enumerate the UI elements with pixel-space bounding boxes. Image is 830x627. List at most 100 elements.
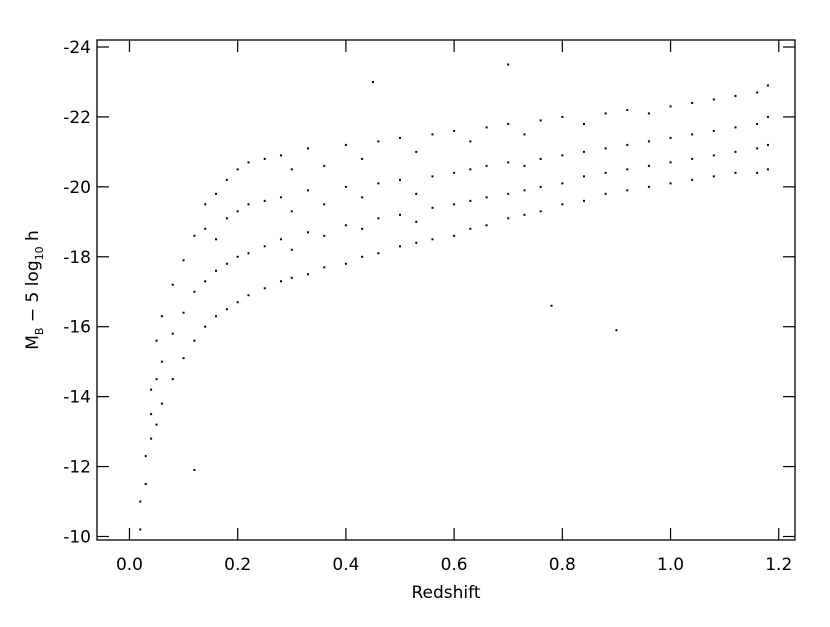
point — [756, 91, 759, 94]
x-tick-label: 1.2 — [765, 555, 792, 575]
point — [766, 168, 769, 171]
point — [766, 115, 769, 118]
point — [453, 171, 456, 174]
point — [307, 189, 310, 192]
point — [160, 315, 163, 318]
point — [712, 98, 715, 101]
point — [263, 287, 266, 290]
point — [561, 203, 564, 206]
point — [263, 245, 266, 248]
y-label-part: h — [23, 230, 43, 246]
point — [399, 136, 402, 139]
point — [415, 192, 418, 195]
point — [247, 294, 250, 297]
point — [712, 154, 715, 157]
point — [361, 157, 364, 160]
point — [225, 178, 228, 181]
y-tick-label: -22 — [63, 108, 91, 128]
point — [485, 224, 488, 227]
point — [344, 224, 347, 227]
point — [626, 143, 629, 146]
point — [204, 280, 207, 283]
point — [691, 178, 694, 181]
point — [204, 227, 207, 230]
point — [415, 150, 418, 153]
point — [582, 175, 585, 178]
point — [193, 290, 196, 293]
x-tick-label: 1.0 — [657, 555, 684, 575]
point — [431, 133, 434, 136]
point — [539, 119, 542, 122]
point — [453, 203, 456, 206]
point — [485, 164, 488, 167]
y-tick-label: -18 — [63, 248, 91, 268]
point — [155, 378, 158, 381]
point — [766, 143, 769, 146]
y-tick-label: -14 — [63, 388, 91, 408]
x-axis-label: Redshift — [411, 583, 480, 603]
point — [193, 234, 196, 237]
point — [507, 192, 510, 195]
point — [523, 164, 526, 167]
point — [279, 196, 282, 199]
x-tick-label: 0.0 — [116, 555, 143, 575]
point — [344, 143, 347, 146]
points — [139, 63, 769, 531]
point — [561, 182, 564, 185]
point — [236, 210, 239, 213]
point — [193, 339, 196, 342]
point — [626, 168, 629, 171]
point — [155, 339, 158, 342]
point — [626, 108, 629, 111]
y-tick-label: -10 — [63, 528, 91, 548]
point — [431, 175, 434, 178]
point — [523, 213, 526, 216]
x-tick-label: 0.8 — [549, 555, 576, 575]
point — [431, 238, 434, 241]
point — [523, 189, 526, 192]
point — [236, 168, 239, 171]
point — [539, 210, 542, 213]
point — [582, 150, 585, 153]
point — [377, 182, 380, 185]
point — [756, 171, 759, 174]
point — [307, 231, 310, 234]
point — [204, 325, 207, 328]
y-label-sub: B — [33, 328, 46, 336]
point — [582, 122, 585, 125]
point — [323, 234, 326, 237]
point — [279, 154, 282, 157]
point — [182, 311, 185, 314]
point — [377, 140, 380, 143]
point — [139, 500, 142, 503]
x-tick-label: 0.4 — [332, 555, 359, 575]
point — [539, 185, 542, 188]
y-label-part: − 5 log — [23, 260, 43, 327]
point — [523, 133, 526, 136]
point — [734, 94, 737, 97]
point — [647, 185, 650, 188]
point — [247, 203, 250, 206]
point — [263, 199, 266, 202]
point — [344, 185, 347, 188]
point — [647, 140, 650, 143]
point — [279, 238, 282, 241]
point — [507, 217, 510, 220]
point — [279, 280, 282, 283]
point — [669, 161, 672, 164]
point — [691, 101, 694, 104]
point — [371, 80, 374, 83]
point — [712, 175, 715, 178]
point — [431, 206, 434, 209]
point — [469, 199, 472, 202]
point — [550, 304, 553, 307]
point — [766, 84, 769, 87]
y-tick-label: -24 — [63, 38, 91, 58]
point — [626, 189, 629, 192]
y-tick-label: -12 — [63, 458, 91, 478]
point — [734, 150, 737, 153]
point — [150, 413, 153, 416]
point — [399, 178, 402, 181]
